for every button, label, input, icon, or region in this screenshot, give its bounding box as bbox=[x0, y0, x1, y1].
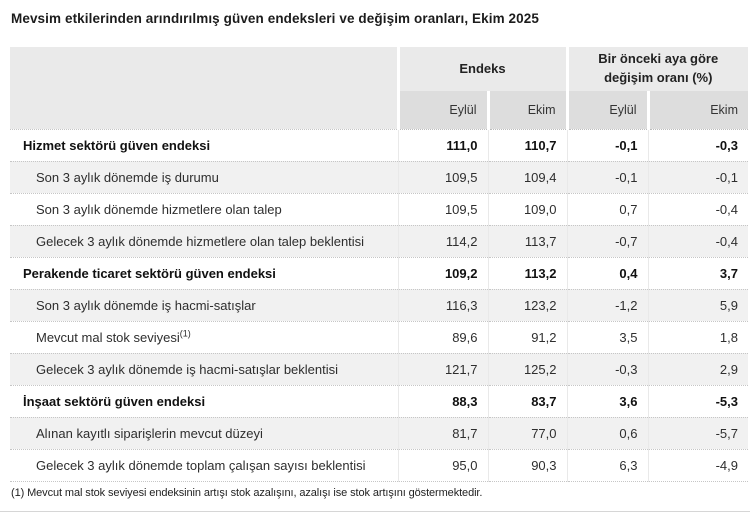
row-label: Gelecek 3 aylık dönemde hizmetlere olan … bbox=[36, 233, 365, 249]
cell-oran-eylul: -1,2 bbox=[566, 288, 648, 321]
row-label: Son 3 aylık dönemde iş hacmi-satışlar bbox=[36, 297, 256, 313]
table-row: Son 3 aylık dönemde iş hacmi-satışlar 11… bbox=[10, 288, 748, 321]
cell-oran-ekim: 1,8 bbox=[647, 320, 748, 353]
table-header: Endeks Bir önceki aya göre değişim oranı… bbox=[10, 47, 748, 130]
cell-endeks-eylul: 114,2 bbox=[397, 224, 488, 257]
table-row: Gelecek 3 aylık dönemde hizmetlere olan … bbox=[10, 224, 748, 257]
col-header-endeks-ekim: Ekim bbox=[486, 91, 567, 130]
row-label-cell: Gelecek 3 aylık dönemde toplam çalışan s… bbox=[10, 448, 398, 482]
cell-endeks-ekim: 91,2 bbox=[487, 320, 567, 353]
header-group-row: Endeks Bir önceki aya göre değişim oranı… bbox=[10, 47, 748, 129]
cell-oran-ekim: -0,1 bbox=[647, 160, 748, 193]
table-row-section: İnşaat sektörü güven endeksi 88,3 83,7 3… bbox=[10, 384, 748, 417]
footnote-marker: (1) bbox=[179, 328, 191, 339]
row-label: Son 3 aylık dönemde hizmetlere olan tale… bbox=[36, 201, 282, 217]
row-label-cell: Hizmet sektörü güven endeksi bbox=[10, 128, 398, 161]
cell-endeks-ekim: 125,2 bbox=[487, 352, 567, 385]
cell-endeks-eylul: 109,2 bbox=[397, 256, 488, 289]
cell-oran-ekim: 2,9 bbox=[647, 352, 748, 385]
row-label-cell: Gelecek 3 aylık dönemde iş hacmi-satışla… bbox=[10, 352, 398, 385]
table-row: Gelecek 3 aylık dönemde iş hacmi-satışla… bbox=[10, 352, 748, 385]
cell-oran-eylul: 0,7 bbox=[566, 192, 648, 225]
cell-endeks-ekim: 77,0 bbox=[487, 416, 567, 449]
confidence-index-table: Endeks Bir önceki aya göre değişim oranı… bbox=[10, 47, 748, 482]
cell-oran-eylul: 3,5 bbox=[566, 320, 648, 353]
cell-endeks-eylul: 109,5 bbox=[397, 192, 488, 225]
row-label: Hizmet sektörü güven endeksi bbox=[23, 137, 211, 153]
table-row: Alınan kayıtlı siparişlerin mevcut düzey… bbox=[10, 416, 748, 449]
cell-oran-ekim: 3,7 bbox=[647, 256, 748, 289]
table-row: Son 3 aylık dönemde iş durumu 109,5 109,… bbox=[10, 160, 748, 193]
cell-endeks-ekim: 109,4 bbox=[487, 160, 567, 193]
cell-oran-ekim: -5,7 bbox=[647, 416, 748, 449]
corner-header-cell bbox=[10, 47, 398, 129]
cell-endeks-eylul: 81,7 bbox=[397, 416, 488, 449]
row-label-cell: Son 3 aylık dönemde iş hacmi-satışlar bbox=[10, 288, 398, 321]
row-label: Alınan kayıtlı siparişlerin mevcut düzey… bbox=[36, 425, 263, 441]
row-label-cell: Son 3 aylık dönemde hizmetlere olan tale… bbox=[10, 192, 398, 225]
table-row: Gelecek 3 aylık dönemde toplam çalışan s… bbox=[10, 448, 748, 482]
row-label: İnşaat sektörü güven endeksi bbox=[23, 393, 206, 409]
cell-oran-eylul: 6,3 bbox=[566, 448, 648, 482]
header-month-row: Eylül Ekim Eylül Ekim bbox=[10, 91, 748, 130]
cell-oran-eylul: 3,6 bbox=[566, 384, 648, 417]
row-label-cell: Gelecek 3 aylık dönemde hizmetlere olan … bbox=[10, 224, 398, 257]
cell-oran-ekim: -0,4 bbox=[647, 192, 748, 225]
cell-oran-ekim: -0,3 bbox=[647, 128, 748, 161]
row-label: Son 3 aylık dönemde iş durumu bbox=[36, 169, 219, 185]
cell-endeks-ekim: 113,2 bbox=[487, 256, 567, 289]
cell-endeks-ekim: 90,3 bbox=[487, 448, 567, 482]
cell-endeks-eylul: 88,3 bbox=[397, 384, 488, 417]
cell-endeks-eylul: 111,0 bbox=[397, 128, 488, 161]
cell-endeks-ekim: 110,7 bbox=[487, 128, 567, 161]
cell-oran-eylul: -0,7 bbox=[566, 224, 648, 257]
row-label-cell: İnşaat sektörü güven endeksi bbox=[10, 384, 398, 417]
col-header-oran-eylul: Eylül bbox=[565, 91, 648, 130]
row-label: Gelecek 3 aylık dönemde iş hacmi-satışla… bbox=[36, 361, 339, 377]
col-header-oran-ekim: Ekim bbox=[646, 91, 748, 130]
row-label: Mevcut mal stok seviyesi bbox=[36, 329, 180, 345]
cell-oran-eylul: 0,6 bbox=[566, 416, 648, 449]
cell-endeks-eylul: 116,3 bbox=[397, 288, 488, 321]
row-label-cell: Mevcut mal stok seviyesi(1) bbox=[10, 320, 398, 353]
cell-oran-eylul: -0,3 bbox=[566, 352, 648, 385]
table-body: Hizmet sektörü güven endeksi 111,0 110,7… bbox=[10, 128, 748, 482]
cell-endeks-eylul: 121,7 bbox=[397, 352, 488, 385]
cell-endeks-ekim: 83,7 bbox=[487, 384, 567, 417]
cell-oran-eylul: 0,4 bbox=[566, 256, 648, 289]
cell-endeks-ekim: 109,0 bbox=[487, 192, 567, 225]
cell-endeks-eylul: 89,6 bbox=[397, 320, 488, 353]
cell-oran-eylul: -0,1 bbox=[566, 160, 648, 193]
header-group-degisim-orani: Bir önceki aya göre değişim oranı (%) bbox=[565, 47, 748, 91]
col-header-endeks-eylul: Eylül bbox=[396, 91, 488, 130]
table-row: Son 3 aylık dönemde hizmetlere olan tale… bbox=[10, 192, 748, 225]
row-label: Perakende ticaret sektörü güven endeksi bbox=[23, 265, 276, 281]
row-label-cell: Perakende ticaret sektörü güven endeksi bbox=[10, 256, 398, 289]
page-bottom-divider bbox=[0, 511, 750, 512]
cell-oran-ekim: -0,4 bbox=[647, 224, 748, 257]
table-row-section: Hizmet sektörü güven endeksi 111,0 110,7… bbox=[10, 128, 748, 161]
header-group-endeks: Endeks bbox=[396, 47, 567, 91]
cell-oran-ekim: -4,9 bbox=[647, 448, 748, 482]
page-title: Mevsim etkilerinden arındırılmış güven e… bbox=[11, 11, 539, 26]
table-footnote: (1) Mevcut mal stok seviyesi endeksinin … bbox=[11, 486, 483, 499]
cell-endeks-ekim: 113,7 bbox=[487, 224, 567, 257]
cell-endeks-eylul: 109,5 bbox=[397, 160, 488, 193]
cell-endeks-ekim: 123,2 bbox=[487, 288, 567, 321]
cell-oran-eylul: -0,1 bbox=[566, 128, 648, 161]
cell-oran-ekim: -5,3 bbox=[647, 384, 748, 417]
row-label-cell: Son 3 aylık dönemde iş durumu bbox=[10, 160, 398, 193]
cell-endeks-eylul: 95,0 bbox=[397, 448, 488, 482]
table-row: Mevcut mal stok seviyesi(1) 89,6 91,2 3,… bbox=[10, 320, 748, 353]
row-label-cell: Alınan kayıtlı siparişlerin mevcut düzey… bbox=[10, 416, 398, 449]
row-label: Gelecek 3 aylık dönemde toplam çalışan s… bbox=[36, 457, 366, 473]
table-row-section: Perakende ticaret sektörü güven endeksi … bbox=[10, 256, 748, 289]
cell-oran-ekim: 5,9 bbox=[647, 288, 748, 321]
